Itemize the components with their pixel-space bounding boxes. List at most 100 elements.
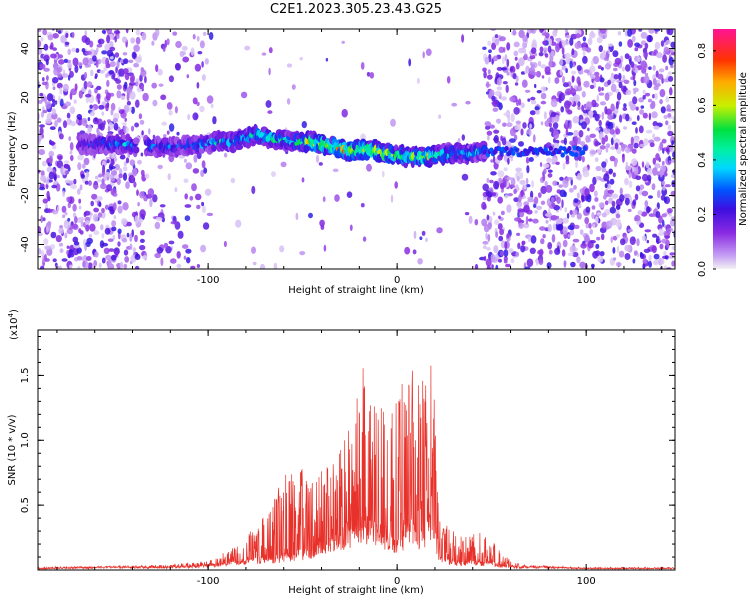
speckle-cell [105,57,109,66]
speckle-cell [523,222,530,229]
speckle-cell [40,36,44,42]
speckle-cell [646,205,651,214]
speckle-cell [589,32,596,39]
speckle-cell [564,207,568,213]
speckle-cell [666,207,673,214]
speckle-cell [390,194,394,203]
speckle-cell [114,35,117,43]
speckle-cell [135,29,141,36]
speckle-cell [619,187,623,195]
spectrogram-y-axis-label: Frequency (Hz) [7,111,18,187]
speckle-cell [43,67,50,72]
speckle-cell [596,148,602,154]
speckle-cell [547,169,553,173]
speckle-cell [99,70,105,74]
speckle-cell [652,167,658,176]
speckle-cell [159,204,166,208]
speckle-cell [642,112,648,119]
speckle-cell [59,133,64,140]
speckle-cell [87,262,93,269]
speckle-cell [346,191,353,198]
speckle-cell [69,119,72,124]
speckle-cell [301,177,305,183]
speckle-cell [493,180,500,190]
speckle-cell [124,117,127,122]
speckle-cell [552,122,559,130]
speckle-cell [541,32,549,37]
speckle-cell [616,245,620,254]
speckle-cell [152,134,156,139]
speckle-cell [604,106,608,115]
speckle-cell [519,180,526,185]
speckle-cell [638,97,644,103]
speckle-cell [612,172,616,178]
colorbar-tick-label: 0.0 [697,261,708,277]
speckle-cell [105,92,111,101]
speckle-cell [137,159,142,165]
speckle-cell [67,62,73,69]
speckle-cell [97,173,103,178]
speckle-cell [461,34,465,43]
speckle-cell [115,250,119,257]
speckle-cell [90,69,94,77]
speckle-cell [565,68,568,74]
speckle-cell [193,154,198,163]
speckle-cell [59,265,62,269]
speckle-cell [652,121,658,127]
speckle-cell [538,52,544,57]
speckle-cell [632,72,636,81]
speckle-cell [110,109,114,116]
speckle-cell [167,173,171,181]
speckle-cell [633,250,638,255]
speckle-cell [581,91,586,98]
speckle-cell [667,71,673,76]
speckle-cell [196,35,200,42]
speckle-cell [571,70,577,75]
speckle-cell [514,56,518,61]
speckle-cell [524,89,531,93]
speckle-cell [611,193,619,199]
speckle-cell [648,29,655,34]
speckle-cell [502,122,507,127]
speckle-cell [69,106,76,114]
speckle-cell [631,148,637,154]
speckle-cell [628,195,633,205]
speckle-cell [500,96,507,101]
speckle-cell [648,261,652,268]
speckle-cell [618,72,622,81]
speckle-cell [133,44,140,52]
speckle-cell [576,76,581,85]
speckle-cell [40,175,47,182]
speckle-cell [533,134,536,143]
svg-text:(x104): (x104) [7,309,20,340]
speckle-cell [565,88,572,96]
speckle-cell [83,80,88,90]
speckle-cell [633,79,637,87]
speckle-cell [122,238,128,243]
x-tick-label: 100 [577,576,596,587]
speckle-cell [660,106,666,114]
speckle-cell [489,89,495,97]
speckle-cell [507,157,510,165]
speckle-cell [561,199,564,209]
speckle-cell [492,107,499,112]
speckle-cell [506,176,512,181]
speckle-cell [106,184,112,192]
speckle-cell [486,130,493,136]
speckle-cell [641,33,648,37]
speckle-cell [299,251,306,256]
speckle-cell [40,250,45,257]
speckle-cell [644,229,652,233]
speckle-cell [509,96,516,102]
speckle-cell [595,127,601,131]
speckle-cell [627,39,633,48]
speckle-cell [38,226,42,234]
colorbar-tick-label: 0.4 [697,152,708,168]
speckle-cell [601,111,605,121]
speckle-cell [57,72,62,78]
speckle-cell [139,230,145,236]
speckle-cell [76,255,83,261]
speckle-cell [279,245,285,253]
speckle-cell [633,142,639,149]
speckle-cell [490,171,497,176]
